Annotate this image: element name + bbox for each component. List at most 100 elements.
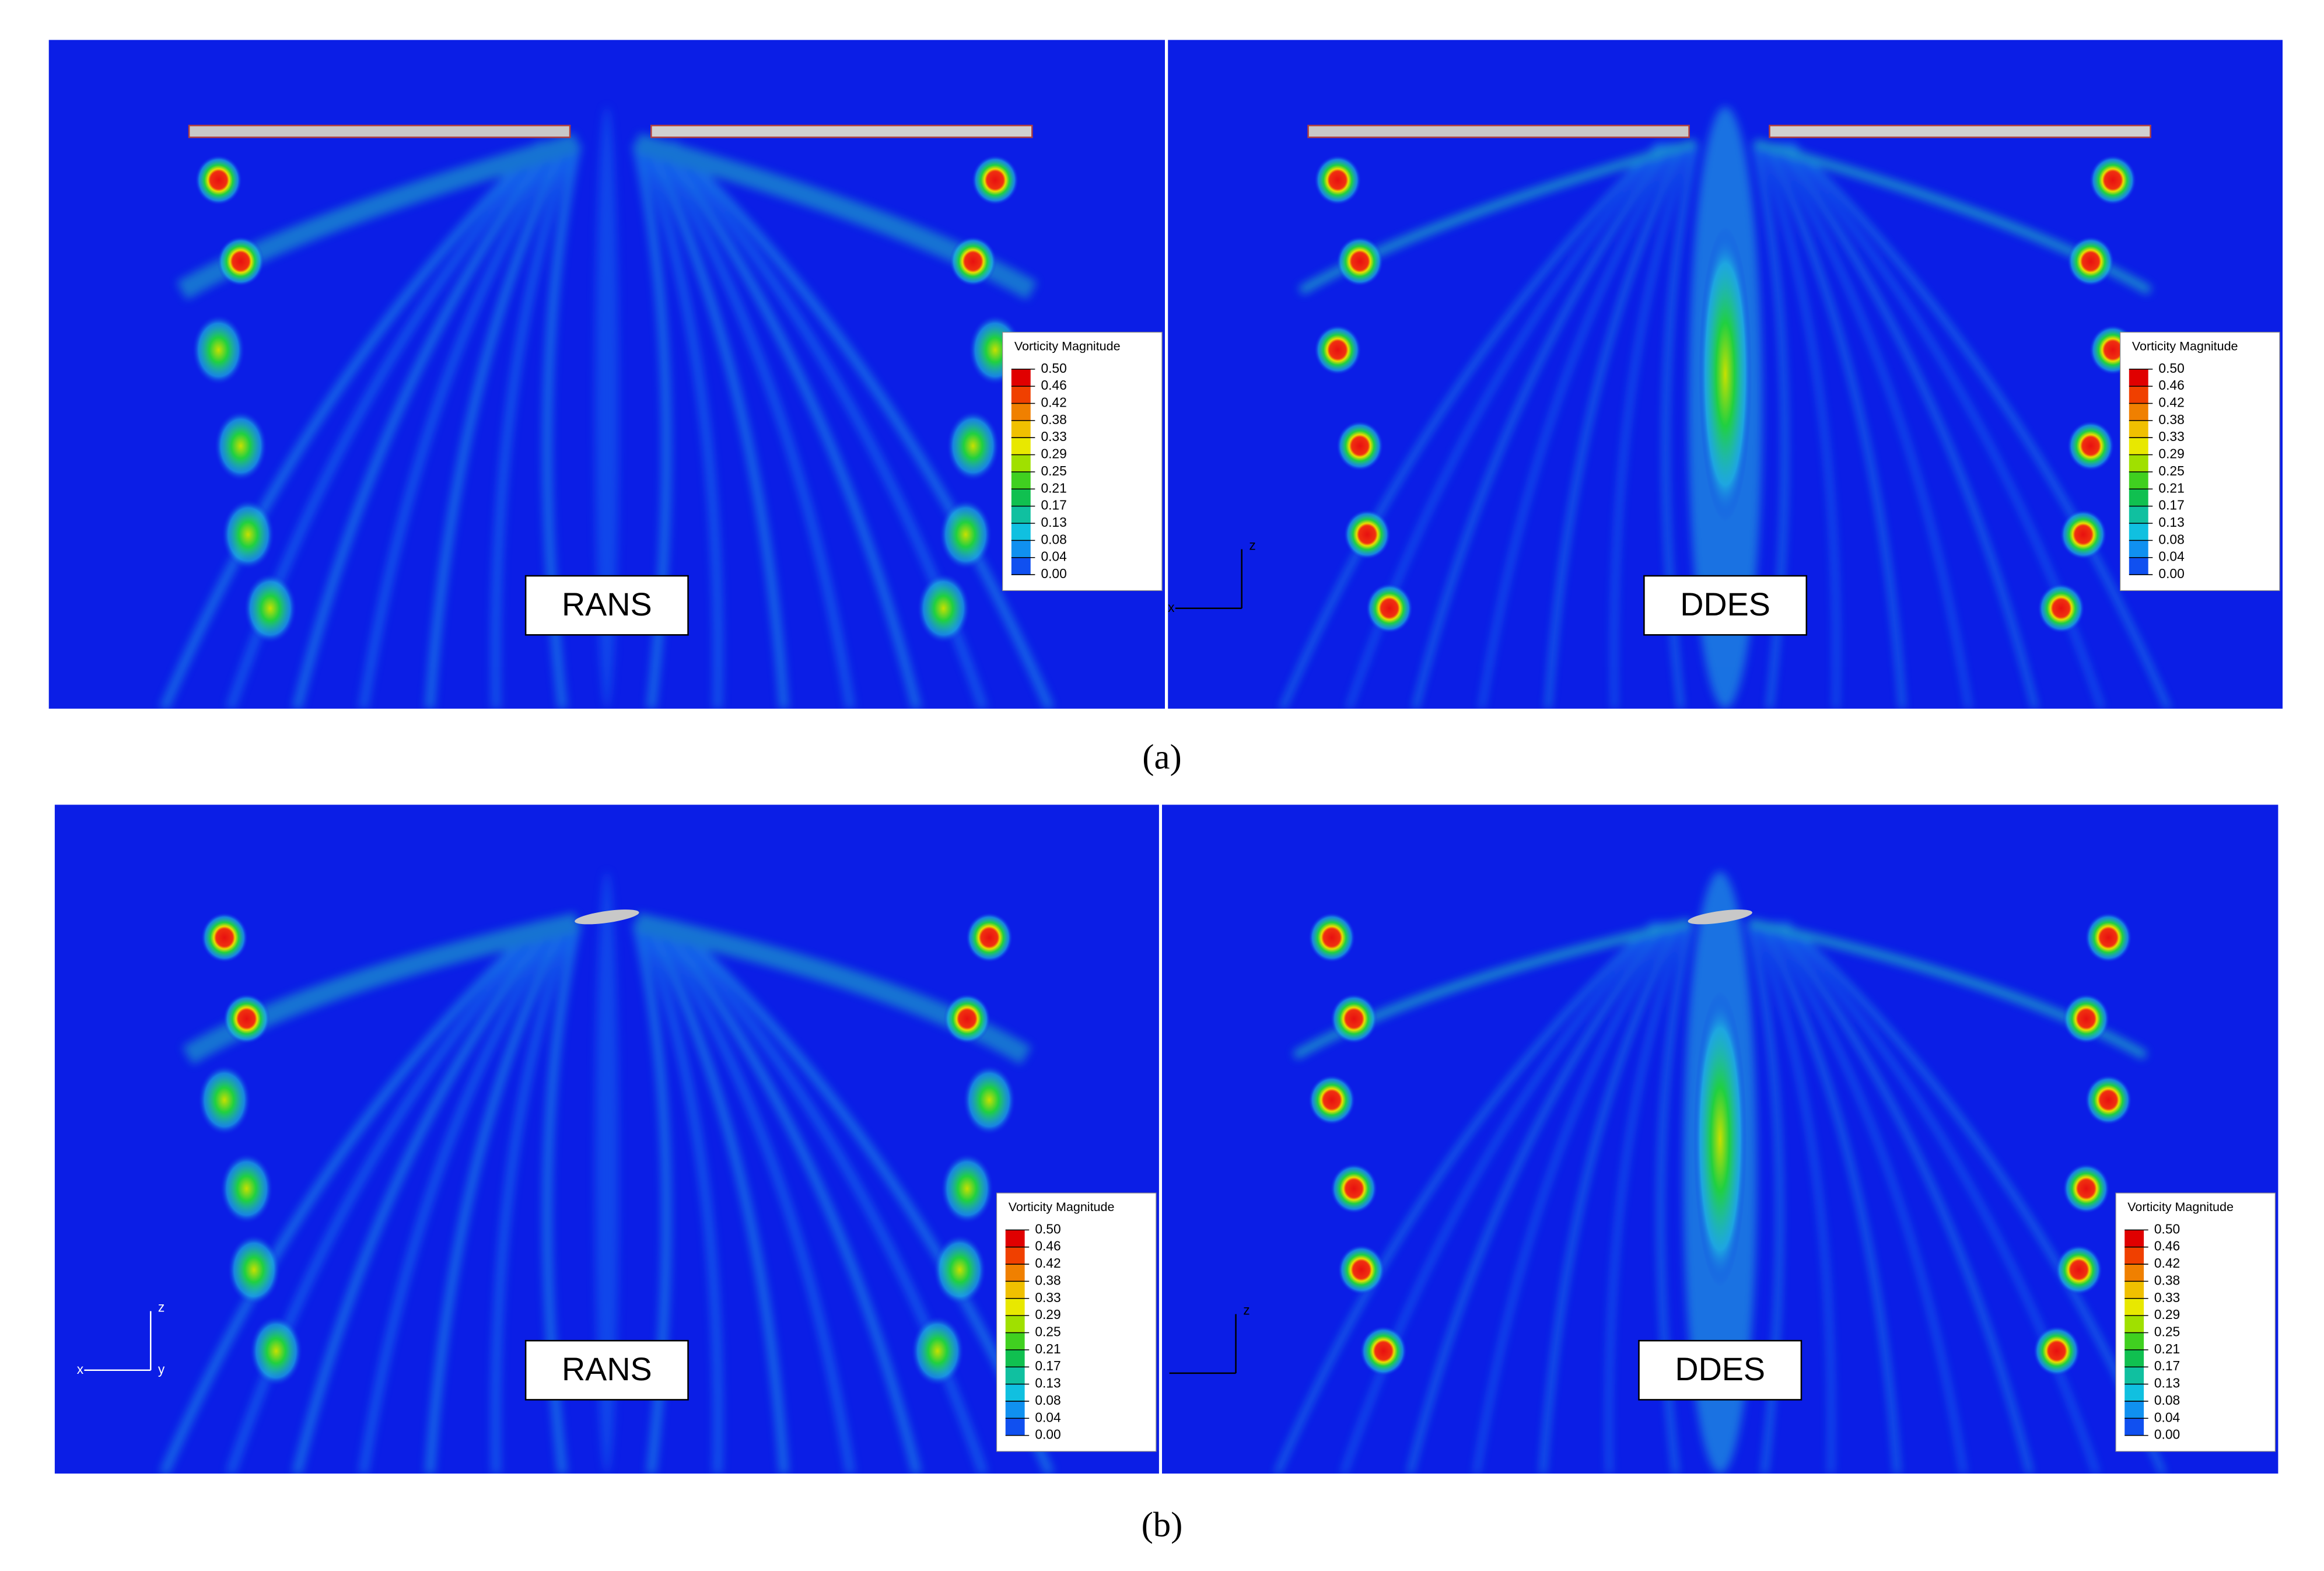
streak: [292, 140, 558, 709]
colorbar-segment: [2129, 386, 2148, 404]
colorbar-tick-label: 0.29: [1035, 1307, 1060, 1322]
tip-vortex: [946, 410, 1000, 482]
colorbar-tick-label: 0.00: [2154, 1427, 2180, 1442]
colorbar-tick-label: 0.17: [1041, 498, 1066, 513]
streak: [644, 921, 789, 1474]
tip-vortex: [227, 1234, 281, 1306]
colorbar-segment: [1005, 1349, 1025, 1367]
colorbar-tick-label: 0.33: [2158, 429, 2184, 444]
colorbar-segment: [2129, 420, 2148, 438]
streak: [1474, 921, 1675, 1474]
shear-layer: [634, 912, 1032, 1065]
streak: [1765, 142, 1905, 709]
colorbar-tick-label: 0.21: [2154, 1341, 2180, 1356]
colorbar-tick-label: 0.08: [1035, 1392, 1060, 1408]
colorbar-segment: [1011, 557, 1031, 575]
core-wake: [595, 872, 619, 1474]
colorbar-segment: [1005, 1230, 1025, 1247]
colorbar-tick-label: 0.21: [2158, 480, 2184, 495]
tip-vortex: [2062, 993, 2110, 1044]
colorbar-tick-label: 0.33: [2154, 1290, 2180, 1305]
colorbar-segment: [2129, 489, 2148, 506]
flow-panel: [1162, 804, 2278, 1474]
streak: [656, 920, 922, 1474]
colorbar-segment: [1005, 1418, 1025, 1436]
axis-label: x: [1168, 600, 1175, 615]
streak: [1275, 921, 1657, 1474]
colorbar-segment: [1011, 471, 1031, 489]
colorbar-segment: [2124, 1298, 2144, 1316]
tip-vortex: [1308, 912, 1356, 963]
colorbar-segment: [2129, 523, 2148, 541]
colorbar-tick-label: 0.21: [1035, 1341, 1060, 1356]
streak: [359, 141, 564, 709]
streak: [1753, 922, 1834, 1474]
colorbar-segment: [2124, 1247, 2144, 1265]
colorbar-tick-label: 0.13: [2154, 1376, 2180, 1391]
shear-layer: [1293, 918, 1692, 1060]
tip-vortex: [220, 1153, 274, 1224]
blade: [650, 124, 1033, 138]
colorbar-tick-label: 0.29: [1041, 446, 1066, 461]
tip-vortex: [201, 912, 249, 963]
streak: [638, 921, 723, 1474]
airfoil: [575, 909, 639, 925]
tip-vortex: [198, 1064, 251, 1136]
colorbar-segment: [1005, 1367, 1025, 1384]
tip-vortex: [195, 155, 243, 205]
tip-vortex: [949, 236, 997, 287]
colorbar-segment: [2124, 1281, 2144, 1299]
tip-vortex: [1336, 421, 1384, 471]
colorbar-segment: [1011, 506, 1031, 523]
tip-vortex: [2084, 912, 2132, 963]
tip-vortex: [2084, 1075, 2132, 1125]
streak: [1765, 921, 1966, 1474]
tip-vortex: [2037, 583, 2085, 634]
colorbar-tick-label: 0.13: [1035, 1376, 1060, 1391]
colorbar-segment: [2129, 540, 2148, 558]
tip-vortex: [939, 499, 992, 570]
colorbar-tick-label: 0.00: [2158, 566, 2184, 581]
tip-vortex: [223, 993, 271, 1044]
colorbar-tick-label: 0.29: [2158, 446, 2184, 461]
streak: [1771, 921, 2032, 1474]
method-label-box: [524, 1339, 689, 1401]
colorbar-tick-label: 0.50: [2158, 361, 2184, 376]
streak: [1612, 142, 1692, 709]
colorbar-tick-label: 0.50: [2154, 1221, 2180, 1236]
colorbar-segment: [1005, 1315, 1025, 1333]
colorbar-tick-label: 0.42: [2154, 1255, 2180, 1271]
colorbar-tick-label: 0.04: [1035, 1409, 1060, 1425]
colorbar-tick-label: 0.17: [2158, 498, 2184, 513]
colorbar-tick-label: 0.25: [1041, 463, 1066, 478]
colorbar-segment: [1011, 540, 1031, 558]
tip-vortex: [1314, 324, 1362, 375]
colorbar-segment: [2129, 557, 2148, 575]
streak: [491, 921, 576, 1474]
colorbar-tick-label: 0.21: [1041, 480, 1066, 495]
flow-panel: [48, 40, 1166, 709]
colorbar-segment: [1011, 438, 1031, 455]
tip-vortex: [1308, 1075, 1356, 1125]
blade: [188, 124, 571, 138]
colorbar-segment: [2129, 506, 2148, 523]
colorbar-tick-label: 0.42: [1041, 394, 1066, 410]
tip-vortex: [940, 1153, 994, 1224]
colorbar-segment: [1005, 1332, 1025, 1350]
colorbar-tick-label: 0.50: [1035, 1221, 1060, 1236]
tip-vortex: [911, 1315, 964, 1387]
blade: [1769, 124, 2151, 138]
tip-vortex: [1330, 993, 1378, 1044]
axis-label: y: [158, 1362, 165, 1377]
colorbar-tick-label: 0.46: [1035, 1238, 1060, 1254]
center-vortices: [1699, 226, 1752, 522]
streak: [1413, 142, 1674, 709]
tip-vortex: [1314, 155, 1362, 205]
colorbar-segment: [2124, 1315, 2144, 1333]
streak: [1788, 141, 2171, 709]
colorbar-segment: [2124, 1401, 2144, 1419]
streak: [668, 140, 1054, 709]
tip-vortex: [1343, 509, 1391, 560]
streak: [425, 141, 570, 709]
colorbar-tick-label: 0.04: [2154, 1409, 2180, 1425]
